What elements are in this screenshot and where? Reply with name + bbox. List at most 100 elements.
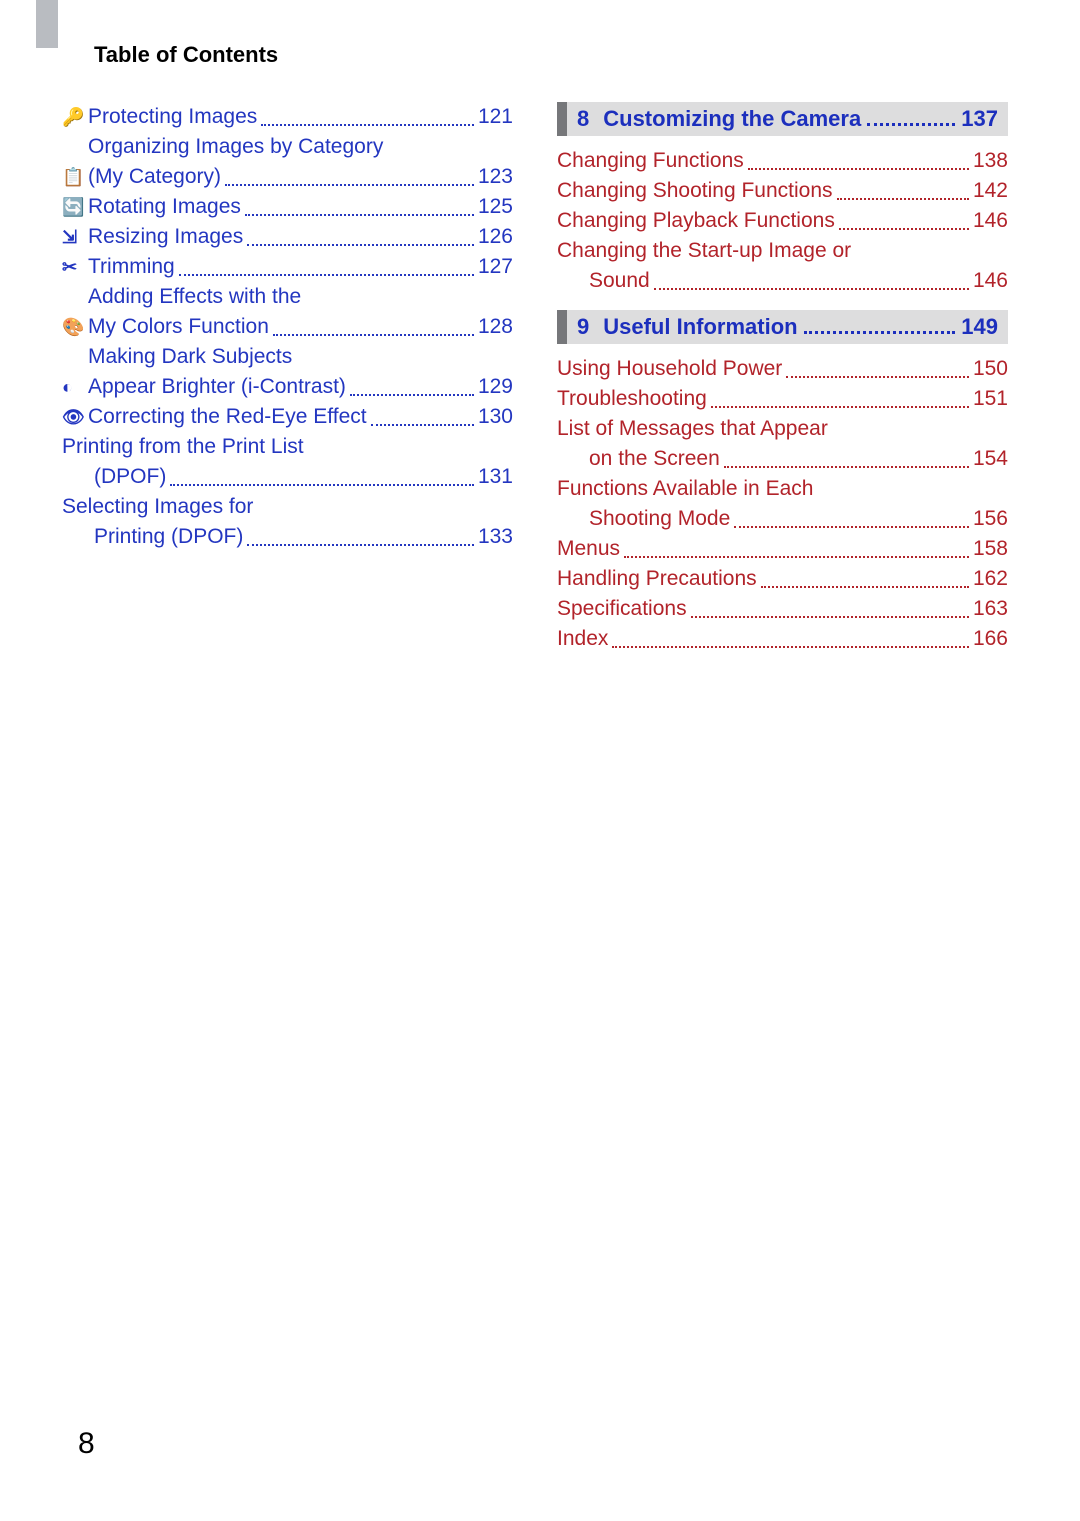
toc-entry[interactable]: ⇲ Resizing Images 126 [62,222,513,252]
toc-label: Changing Playback Functions [557,206,835,236]
toc-label: Making Dark Subjects [88,342,513,372]
toc-entry[interactable]: ◐ Making Dark Subjects Appear Brighter (… [62,342,513,402]
toc-entry[interactable]: Changing the Start-up Image or Sound 146 [557,236,1008,296]
toc-label-cont: on the Screen [589,444,720,474]
toc-label: Index [557,624,608,654]
toc-label: Resizing Images [88,222,243,252]
chapter-title: Useful Information [603,314,797,340]
leader-dots [170,484,474,486]
toc-label: Protecting Images [88,102,257,132]
toc-label: Adding Effects with the [88,282,513,312]
leader-dots [179,274,474,276]
toc-label: Using Household Power [557,354,782,384]
toc-page: 156 [973,504,1008,534]
chapter-title: Customizing the Camera [603,106,861,132]
toc-entry[interactable]: 📋 Organizing Images by Category (My Cate… [62,132,513,192]
chapter-heading[interactable]: 8 Customizing the Camera 137 [557,102,1008,136]
toc-entry[interactable]: Functions Available in Each Shooting Mod… [557,474,1008,534]
toc-label: Selecting Images for [62,492,513,522]
toc-entry[interactable]: Menus 158 [557,534,1008,564]
toc-page: 123 [478,162,513,192]
toc-entry[interactable]: 🔑 Protecting Images 121 [62,102,513,132]
toc-page: 150 [973,354,1008,384]
toc-label-cont: (DPOF) [94,462,166,492]
toc-entry[interactable]: List of Messages that Appear on the Scre… [557,414,1008,474]
leader-dots [350,394,474,396]
toc-page: 127 [478,252,513,282]
toc-label-cont: My Colors Function [88,312,269,342]
toc-entry[interactable]: 👁 Correcting the Red-Eye Effect 130 [62,402,513,432]
toc-page: 154 [973,444,1008,474]
trim-icon: ✂ [62,252,88,282]
leader-dots [734,526,969,528]
toc-label-cont: Appear Brighter (i-Contrast) [88,372,346,402]
leader-dots [612,646,969,648]
toc-entry[interactable]: Changing Functions 138 [557,146,1008,176]
leader-dots [654,288,969,290]
toc-label-cont: Printing (DPOF) [94,522,243,552]
toc-page: 151 [973,384,1008,414]
toc-label: Troubleshooting [557,384,707,414]
toc-entry[interactable]: Changing Shooting Functions 142 [557,176,1008,206]
toc-entry[interactable]: Troubleshooting 151 [557,384,1008,414]
leader-dots [867,123,955,126]
toc-page: 133 [478,522,513,552]
leader-dots [371,424,474,426]
toc-page: 142 [973,176,1008,206]
toc-entry[interactable]: Using Household Power 150 [557,354,1008,384]
toc-label: Functions Available in Each [557,474,1008,504]
toc-columns: 🔑 Protecting Images 121 📋 Organizing Ima… [62,102,1008,654]
left-column: 🔑 Protecting Images 121 📋 Organizing Ima… [62,102,513,654]
chapter-number: 8 [577,106,589,132]
toc-entry[interactable]: Handling Precautions 162 [557,564,1008,594]
leader-dots [761,586,969,588]
category-icon: 📋 [62,162,88,192]
toc-page: 126 [478,222,513,252]
toc-page: 146 [973,266,1008,296]
leader-dots [245,214,474,216]
leader-dots [748,168,969,170]
toc-label: Handling Precautions [557,564,757,594]
toc-page: 146 [973,206,1008,236]
toc-entry[interactable]: 🔄 Rotating Images 125 [62,192,513,222]
toc-entry[interactable]: 🎨 Adding Effects with the My Colors Func… [62,282,513,342]
chapter-heading[interactable]: 9 Useful Information 149 [557,310,1008,344]
toc-entry[interactable]: Selecting Images for Printing (DPOF) 133 [62,492,513,552]
toc-page: 131 [478,462,513,492]
toc-label-cont: (My Category) [88,162,221,192]
toc-entry[interactable]: Changing Playback Functions 146 [557,206,1008,236]
toc-label-cont: Shooting Mode [589,504,730,534]
toc-label: Changing Functions [557,146,744,176]
leader-dots [711,406,969,408]
toc-entry[interactable]: Printing from the Print List (DPOF) 131 [62,432,513,492]
toc-page: 128 [478,312,513,342]
toc-page: 166 [973,624,1008,654]
right-column: 8 Customizing the Camera 137 Changing Fu… [557,102,1008,654]
toc-entry[interactable]: ✂ Trimming 127 [62,252,513,282]
page-title: Table of Contents [94,42,278,68]
toc-label: Rotating Images [88,192,241,222]
toc-label: List of Messages that Appear [557,414,1008,444]
redeye-icon: 👁 [62,402,88,432]
toc-page: 121 [478,102,513,132]
side-tab-marker [36,0,58,48]
toc-entry[interactable]: Index 166 [557,624,1008,654]
rotate-icon: 🔄 [62,192,88,222]
leader-dots [691,616,969,618]
chapter-page: 149 [961,314,998,340]
toc-label: Changing Shooting Functions [557,176,833,206]
chapter-page: 137 [961,106,998,132]
chapter-number: 9 [577,314,589,340]
toc-label: Trimming [88,252,175,282]
toc-page: 129 [478,372,513,402]
leader-dots [247,244,474,246]
toc-page: 125 [478,192,513,222]
leader-dots [837,198,969,200]
effects-icon: 🎨 [62,312,88,342]
toc-label: Specifications [557,594,687,624]
toc-label: Organizing Images by Category [88,132,513,162]
toc-label: Printing from the Print List [62,432,513,462]
leader-dots [261,124,474,126]
leader-dots [225,184,474,186]
toc-entry[interactable]: Specifications 163 [557,594,1008,624]
